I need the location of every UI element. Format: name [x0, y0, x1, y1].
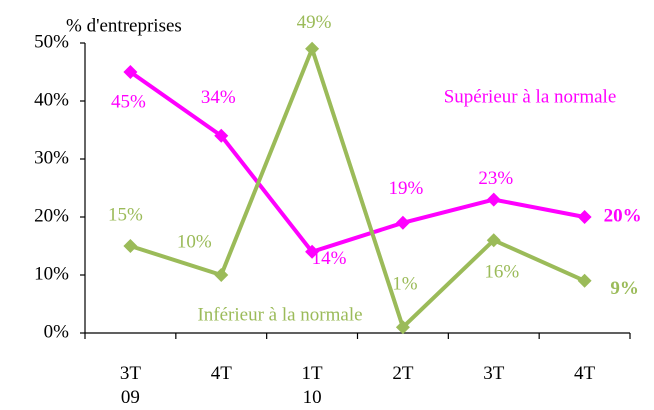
marker — [486, 233, 501, 248]
y-tick-label: 30% — [34, 147, 69, 168]
marker — [577, 273, 592, 288]
y-tick-label: 20% — [34, 205, 69, 226]
series-name: Supérieur à la normale — [444, 86, 617, 107]
marker — [214, 128, 229, 143]
series-line — [129, 70, 585, 255]
marker — [486, 192, 501, 207]
x-tick-label: 3T — [483, 363, 505, 384]
data-label: 49% — [297, 12, 332, 33]
data-label: 19% — [389, 178, 424, 199]
data-label: 10% — [177, 231, 212, 252]
y-tick-label: 10% — [34, 263, 69, 284]
marker — [305, 41, 320, 56]
marker — [123, 239, 138, 253]
y-axis-label: % d'entreprises — [66, 15, 182, 36]
x-tick-label: 2T — [392, 363, 414, 384]
x-tick-label: 1T 10 — [302, 363, 324, 408]
data-label: 23% — [478, 168, 513, 189]
x-tick-label: 3T 09 — [120, 363, 142, 408]
data-label: 16% — [484, 262, 519, 283]
data-label: 34% — [201, 87, 236, 108]
data-label: 14% — [312, 248, 347, 269]
marker — [395, 215, 410, 230]
data-label: 1% — [392, 274, 418, 295]
series-name: Inférieur à la normale — [197, 304, 362, 325]
y-tick-label: 50% — [34, 31, 69, 52]
y-tick-label: 40% — [34, 89, 69, 110]
data-label: 9% — [610, 278, 639, 299]
y-tick-label: 0% — [44, 321, 70, 342]
x-tick-label: 4T — [211, 363, 233, 384]
marker — [577, 210, 592, 224]
marker — [214, 268, 229, 282]
data-label: 20% — [604, 205, 642, 226]
data-label: 15% — [108, 204, 143, 225]
marker — [123, 65, 138, 79]
x-tick-label: 4T — [574, 363, 596, 384]
marker — [395, 320, 410, 335]
series-line — [129, 42, 586, 331]
data-label: 45% — [111, 91, 146, 112]
marker — [305, 244, 320, 259]
